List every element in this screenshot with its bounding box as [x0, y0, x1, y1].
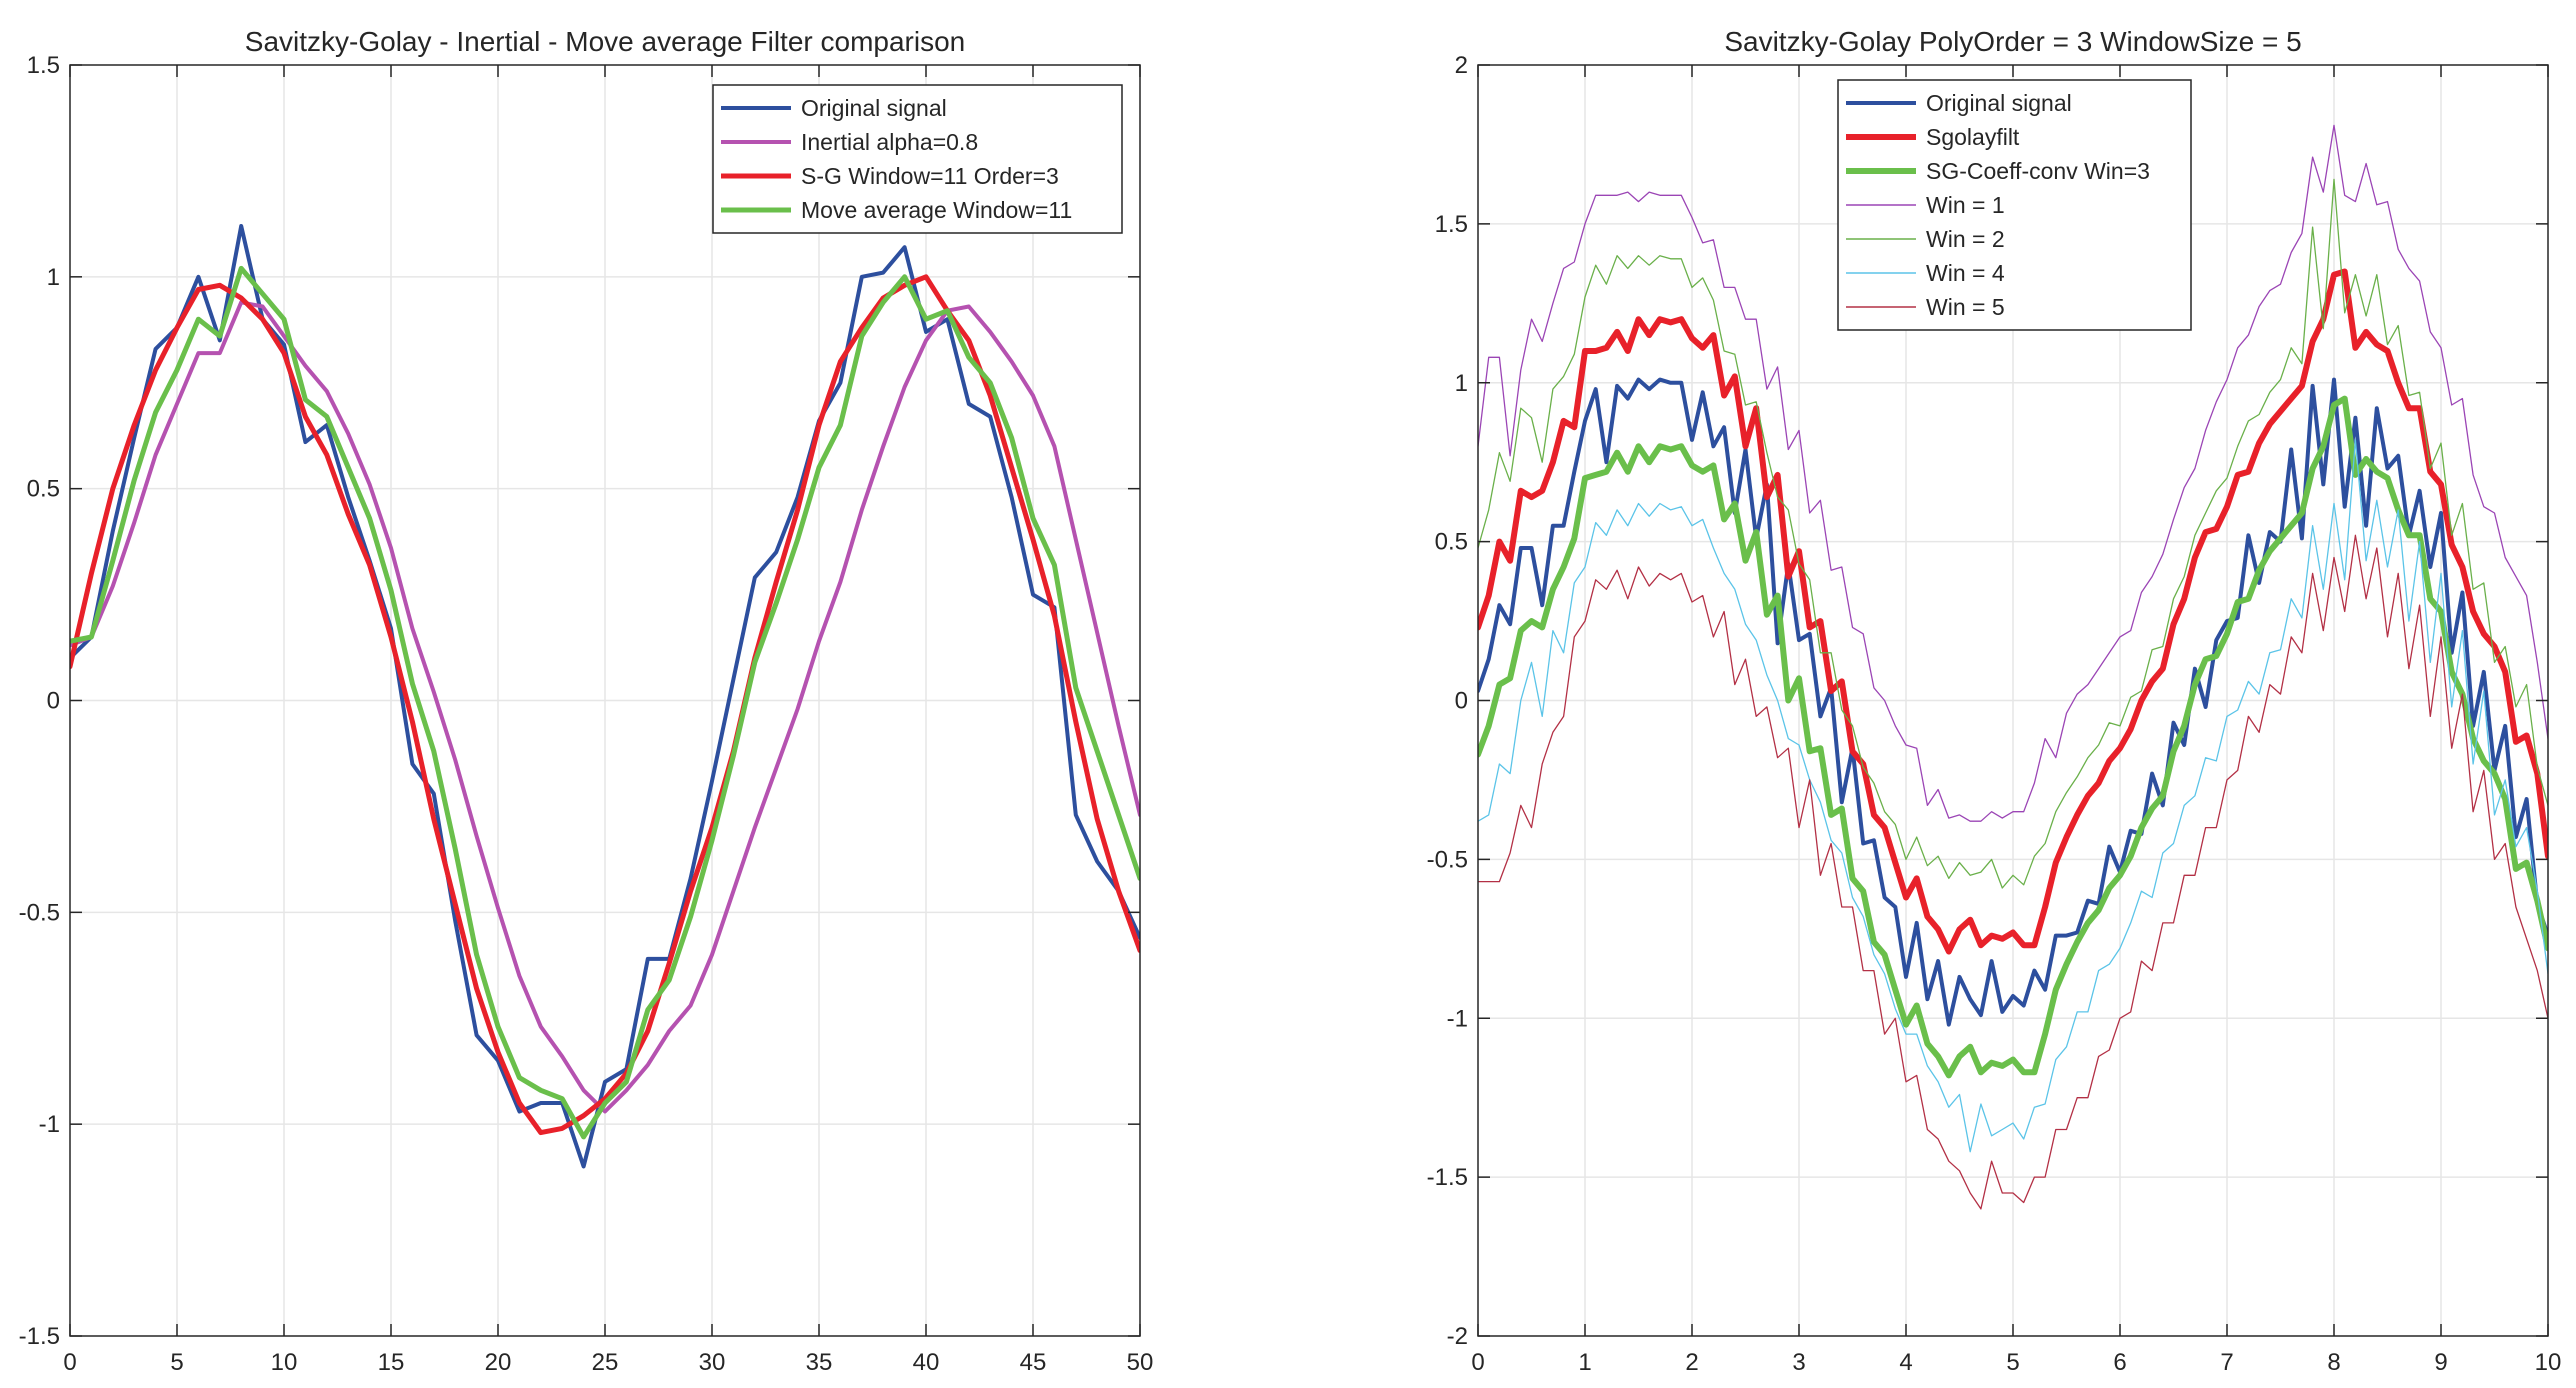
legend-label-5: Win = 2	[1926, 226, 2005, 252]
x-tick-label: 3	[1792, 1349, 1805, 1376]
series-line-7	[1478, 534, 2548, 1210]
y-tick-label: -0.5	[19, 899, 60, 926]
chart-filter-comparison: 0 5 10 15 20 25 30 35 40 45 50 -1.5 -1 -0.5 0 0.5 1 1.5 Sa…	[19, 26, 1154, 1376]
y-tick-label: 2	[1455, 52, 1468, 79]
x-tick-label: 5	[170, 1349, 183, 1376]
x-tick-label: 30	[699, 1349, 726, 1376]
series-line-5	[1478, 178, 2548, 889]
x-tick-label: 1	[1578, 1349, 1591, 1376]
legend-label-2: Sgolayfilt	[1926, 124, 2020, 150]
y-tick-label: -1.5	[1427, 1164, 1468, 1191]
x-tick-label: 15	[378, 1349, 405, 1376]
y-tick-label: 0	[47, 688, 60, 715]
y-tick-label: -1	[39, 1111, 60, 1138]
series-line-2	[1478, 268, 2548, 955]
y-tick-label: 1.5	[27, 52, 60, 79]
x-tick-label: 4	[1899, 1349, 1912, 1376]
y-tick-label: 0.5	[27, 476, 60, 503]
series-line-6	[1478, 439, 2548, 1153]
y-tick-label: 0	[1455, 688, 1468, 715]
x-tick-label: 25	[592, 1349, 619, 1376]
chart-title: Savitzky-Golay - Inertial - Move average…	[245, 26, 965, 57]
y-tick-label: 1	[1455, 370, 1468, 397]
legend: Original signal Sgolayfilt SG-Coeff-conv W…	[1837, 79, 2192, 331]
x-tick-label: 35	[806, 1349, 833, 1376]
series-line-3	[1478, 395, 2548, 1079]
series-line-1	[1478, 377, 2548, 1027]
legend-label-6: Win = 4	[1926, 260, 2005, 286]
y-tick-label: -2	[1447, 1323, 1468, 1350]
x-tick-label: 5	[2006, 1349, 2019, 1376]
legend-label-2: Inertial alpha=0.8	[801, 129, 978, 155]
x-tick-label: 40	[913, 1349, 940, 1376]
chart-title: Savitzky-Golay PolyOrder = 3 WindowSize …	[1724, 26, 2301, 57]
legend-label-4: Move average Window=11	[801, 197, 1072, 223]
series-line-4	[1478, 124, 2548, 822]
x-tick-label: 9	[2434, 1349, 2447, 1376]
series-line-4	[70, 265, 1140, 1140]
legend-label-3: SG-Coeff-conv Win=3	[1926, 158, 2150, 184]
series-group	[70, 224, 1140, 1169]
x-tick-label: 0	[1471, 1349, 1484, 1376]
x-tick-label: 10	[271, 1349, 298, 1376]
x-tick-label: 10	[2535, 1349, 2562, 1376]
x-tick-label: 8	[2327, 1349, 2340, 1376]
x-tick-label: 45	[1020, 1349, 1047, 1376]
x-tick-label: 0	[63, 1349, 76, 1376]
y-tick-label: 1.5	[1435, 211, 1468, 238]
series-line-3	[70, 274, 1140, 1136]
legend: Original signal Inertial alpha=0.8 S-G Win…	[712, 84, 1123, 234]
y-tick-label: -1	[1447, 1005, 1468, 1032]
x-tick-label: 7	[2220, 1349, 2233, 1376]
y-tick-label: -1.5	[19, 1323, 60, 1350]
legend-label-1: Original signal	[801, 95, 947, 121]
series-group	[1478, 124, 2548, 1210]
y-tick-label: -0.5	[1427, 846, 1468, 873]
y-tick-label: 1	[47, 264, 60, 291]
series-line-1	[70, 224, 1140, 1169]
x-tick-label: 2	[1685, 1349, 1698, 1376]
y-tick-label: 0.5	[1435, 529, 1468, 556]
x-tick-label: 50	[1127, 1349, 1154, 1376]
x-tick-label: 20	[485, 1349, 512, 1376]
x-tick-label: 6	[2113, 1349, 2126, 1376]
legend-label-3: S-G Window=11 Order=3	[801, 163, 1059, 189]
legend-label-4: Win = 1	[1926, 192, 2005, 218]
legend-label-1: Original signal	[1926, 90, 2072, 116]
legend-label-7: Win = 5	[1926, 294, 2005, 320]
chart-savitzky-golay-window: 0 1 2 3 4 5 6 7 8 9 10 -2 -1.5 -1 -0.5 0 0.5 1 1.5 2 Savitzk…	[1427, 26, 2562, 1376]
